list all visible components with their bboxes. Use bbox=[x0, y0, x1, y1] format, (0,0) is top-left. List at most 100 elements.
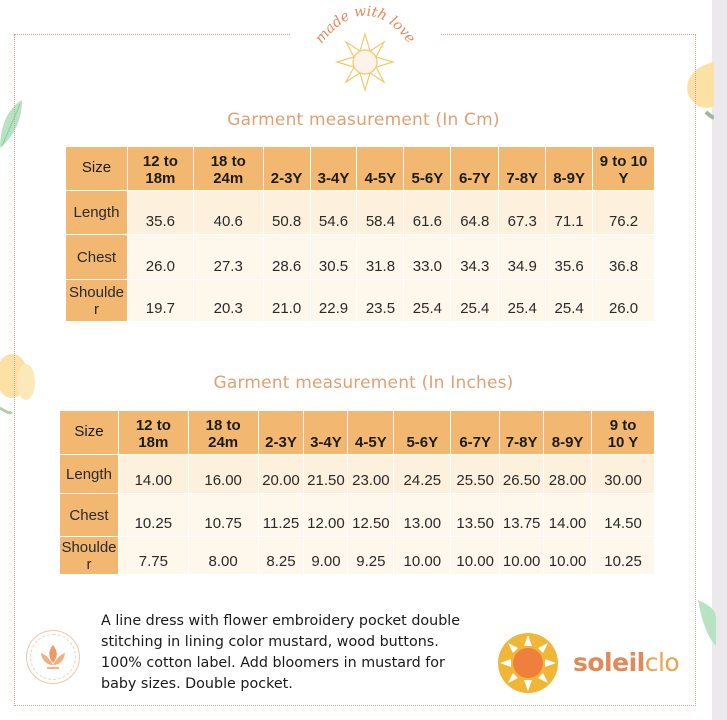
right-edge-strip bbox=[712, 0, 727, 720]
size-column-header: 3-4Y bbox=[303, 410, 349, 455]
table-row: Chest 10.25 10.75 11.25 12.00 12.50 13.00 13.50… bbox=[59, 493, 655, 537]
measurement-cell: 23.5 bbox=[356, 279, 405, 322]
measurement-cell: 25.4 bbox=[403, 279, 452, 322]
green-leaf-icon bbox=[698, 600, 716, 646]
measurement-cell: 9.25 bbox=[347, 536, 395, 575]
size-column-header: 4-5Y bbox=[347, 410, 395, 455]
measurement-cell: 10.25 bbox=[591, 536, 655, 575]
measurement-cell: 50.8 bbox=[262, 190, 311, 235]
size-column-header: 5-6Y bbox=[403, 146, 452, 191]
measurement-cell: 31.8 bbox=[356, 234, 405, 280]
header-row: Size 12 to 18m 18 to 24m 2-3Y 3-4Y 4-5Y 5-6Y 6-7Y… bbox=[59, 410, 655, 455]
measurement-cell: 34.3 bbox=[450, 234, 500, 280]
measurement-cell: 19.7 bbox=[126, 279, 194, 322]
measurement-cell: 11.25 bbox=[257, 493, 305, 537]
size-column-header: 5-6Y bbox=[393, 410, 452, 455]
measurement-cell: 25.50 bbox=[450, 454, 501, 494]
measurement-cell: 26.0 bbox=[592, 279, 655, 322]
size-column-header: 8-9Y bbox=[543, 410, 593, 455]
measurement-cell: 35.6 bbox=[126, 190, 194, 235]
measurement-cell: 54.6 bbox=[309, 190, 358, 235]
measurement-cell: 13.50 bbox=[450, 493, 501, 537]
table-row: Length 14.00 16.00 20.00 21.50 23.00 24.25 25.5… bbox=[59, 454, 655, 494]
measurement-cell: 30.5 bbox=[309, 234, 358, 280]
measurement-cell: 12.50 bbox=[347, 493, 395, 537]
measurement-cell: 20.3 bbox=[192, 279, 264, 322]
header-row: Size 12 to 18m 18 to 24m 2-3Y 3-4Y 4-5Y 5-6Y 6-7Y… bbox=[65, 146, 655, 191]
measurement-cell: 7.75 bbox=[117, 536, 189, 575]
measurement-cell: 76.2 bbox=[592, 190, 655, 235]
brand-wordmark: soleilclo bbox=[573, 648, 680, 677]
measurement-cell: 30.00 bbox=[591, 454, 655, 494]
measurement-cell: 28.6 bbox=[262, 234, 311, 280]
measurement-cell: 21.0 bbox=[262, 279, 311, 322]
measurement-cell: 27.3 bbox=[192, 234, 264, 280]
measurement-cell: 13.00 bbox=[393, 493, 452, 537]
measurement-cell: 20.00 bbox=[257, 454, 305, 494]
measurement-cell: 64.8 bbox=[450, 190, 500, 235]
size-column-header: 7-8Y bbox=[498, 146, 547, 191]
measurement-cell: 16.00 bbox=[187, 454, 259, 494]
measurement-cell: 40.6 bbox=[192, 190, 264, 235]
green-leaf-icon bbox=[0, 100, 22, 148]
size-column-header: 12 to 18m bbox=[126, 146, 194, 191]
measurement-cell: 10.00 bbox=[450, 536, 501, 575]
measurement-cell: 33.0 bbox=[403, 234, 452, 280]
measurement-cell: 14.00 bbox=[117, 454, 189, 494]
measurement-cell: 35.6 bbox=[545, 234, 594, 280]
row-label: Chest bbox=[59, 493, 119, 537]
row-label: Shoulde r bbox=[59, 536, 119, 575]
size-column-header: 4-5Y bbox=[356, 146, 405, 191]
size-column-header: 3-4Y bbox=[309, 146, 358, 191]
row-label: Chest bbox=[65, 234, 128, 280]
size-column-header: 8-9Y bbox=[545, 146, 594, 191]
inch-table-title: Garment measurement (In Inches) bbox=[213, 373, 514, 393]
row-label: Length bbox=[65, 190, 128, 235]
measurement-cell: 26.50 bbox=[499, 454, 545, 494]
sun-logo-icon bbox=[498, 633, 558, 693]
size-header-cell: Size bbox=[65, 146, 128, 191]
size-column-header: 2-3Y bbox=[262, 146, 311, 191]
size-column-header: 12 to 18m bbox=[117, 410, 189, 455]
leaf-badge-icon bbox=[26, 630, 80, 684]
size-column-header: 6-7Y bbox=[450, 410, 501, 455]
measurement-cell: 61.6 bbox=[403, 190, 452, 235]
table-row: Shoulde r 7.75 8.00 8.25 9.00 9.25 10.00 10.00 10… bbox=[59, 536, 655, 575]
measurement-cell: 14.50 bbox=[591, 493, 655, 537]
measurement-cell: 10.00 bbox=[499, 536, 545, 575]
measurement-cell: 9.00 bbox=[303, 536, 349, 575]
made-with-love-logo: made with love bbox=[312, 4, 418, 93]
measurement-cell: 67.3 bbox=[498, 190, 547, 235]
measurement-cell: 71.1 bbox=[545, 190, 594, 235]
measurement-cell: 26.0 bbox=[126, 234, 194, 280]
cm-table-title: Garment measurement (In Cm) bbox=[227, 110, 500, 130]
table-row: Length 35.6 40.6 50.8 54.6 58.4 61.6 64.8 67.3 71… bbox=[65, 190, 655, 235]
measurement-cell: 28.00 bbox=[543, 454, 593, 494]
measurement-cell: 58.4 bbox=[356, 190, 405, 235]
size-column-header: 2-3Y bbox=[257, 410, 305, 455]
measurement-cell: 8.00 bbox=[187, 536, 259, 575]
cm-measurement-table: Size 12 to 18m 18 to 24m 2-3Y 3-4Y 4-5Y 5-6Y 6-7Y… bbox=[65, 146, 655, 322]
measurement-cell: 14.00 bbox=[543, 493, 593, 537]
product-description: A line dress with flower embroidery pock… bbox=[101, 613, 461, 692]
measurement-cell: 10.00 bbox=[393, 536, 452, 575]
measurement-cell: 25.4 bbox=[450, 279, 500, 322]
size-column-header: 9 to 10 Y bbox=[592, 146, 655, 191]
measurement-cell: 13.75 bbox=[499, 493, 545, 537]
measurement-cell: 21.50 bbox=[303, 454, 349, 494]
table-row: Chest 26.0 27.3 28.6 30.5 31.8 33.0 34.3 34.9 35.… bbox=[65, 234, 655, 280]
inch-measurement-table: Size 12 to 18m 18 to 24m 2-3Y 3-4Y 4-5Y 5-6Y 6-7Y… bbox=[59, 410, 655, 575]
size-column-header: 18 to 24m bbox=[192, 146, 264, 191]
size-column-header: 18 to 24m bbox=[187, 410, 259, 455]
yellow-leaf-icon bbox=[687, 62, 714, 120]
measurement-cell: 34.9 bbox=[498, 234, 547, 280]
measurement-cell: 8.25 bbox=[257, 536, 305, 575]
yellow-leaf-icon bbox=[0, 354, 35, 415]
size-column-header: 7-8Y bbox=[499, 410, 545, 455]
size-column-header: 9 to 10 Y bbox=[591, 410, 655, 455]
row-label: Shoulde r bbox=[65, 279, 128, 322]
measurement-cell: 10.75 bbox=[187, 493, 259, 537]
measurement-cell: 22.9 bbox=[309, 279, 358, 322]
measurement-cell: 10.00 bbox=[543, 536, 593, 575]
measurement-cell: 24.25 bbox=[393, 454, 452, 494]
